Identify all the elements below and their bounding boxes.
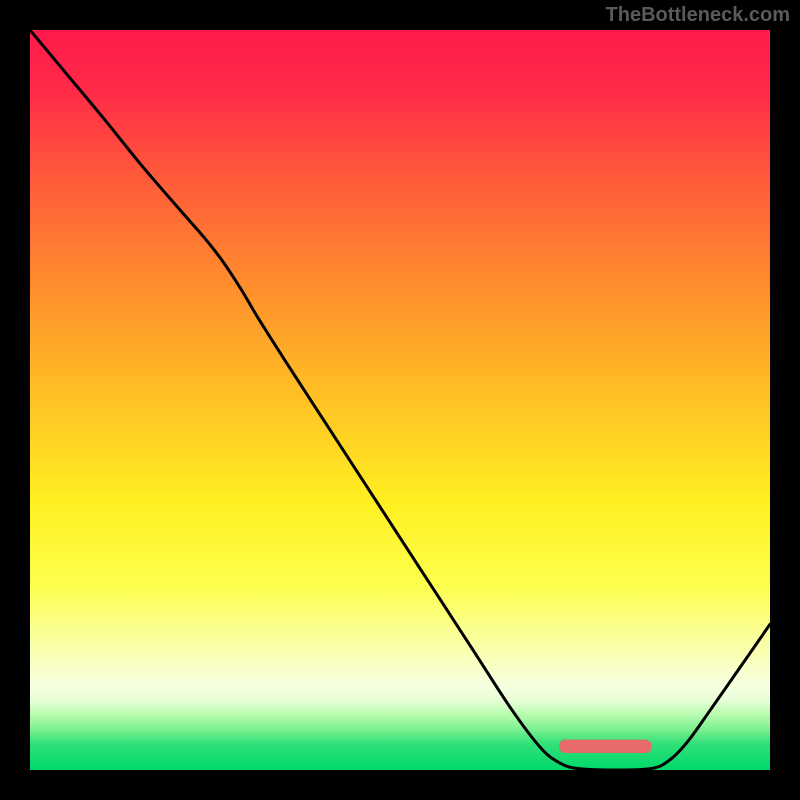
chart-background (30, 30, 770, 770)
bottleneck-chart (30, 30, 770, 770)
optimal-range-marker (559, 740, 652, 753)
watermark-text: TheBottleneck.com (606, 4, 790, 27)
chart-svg (30, 30, 770, 770)
